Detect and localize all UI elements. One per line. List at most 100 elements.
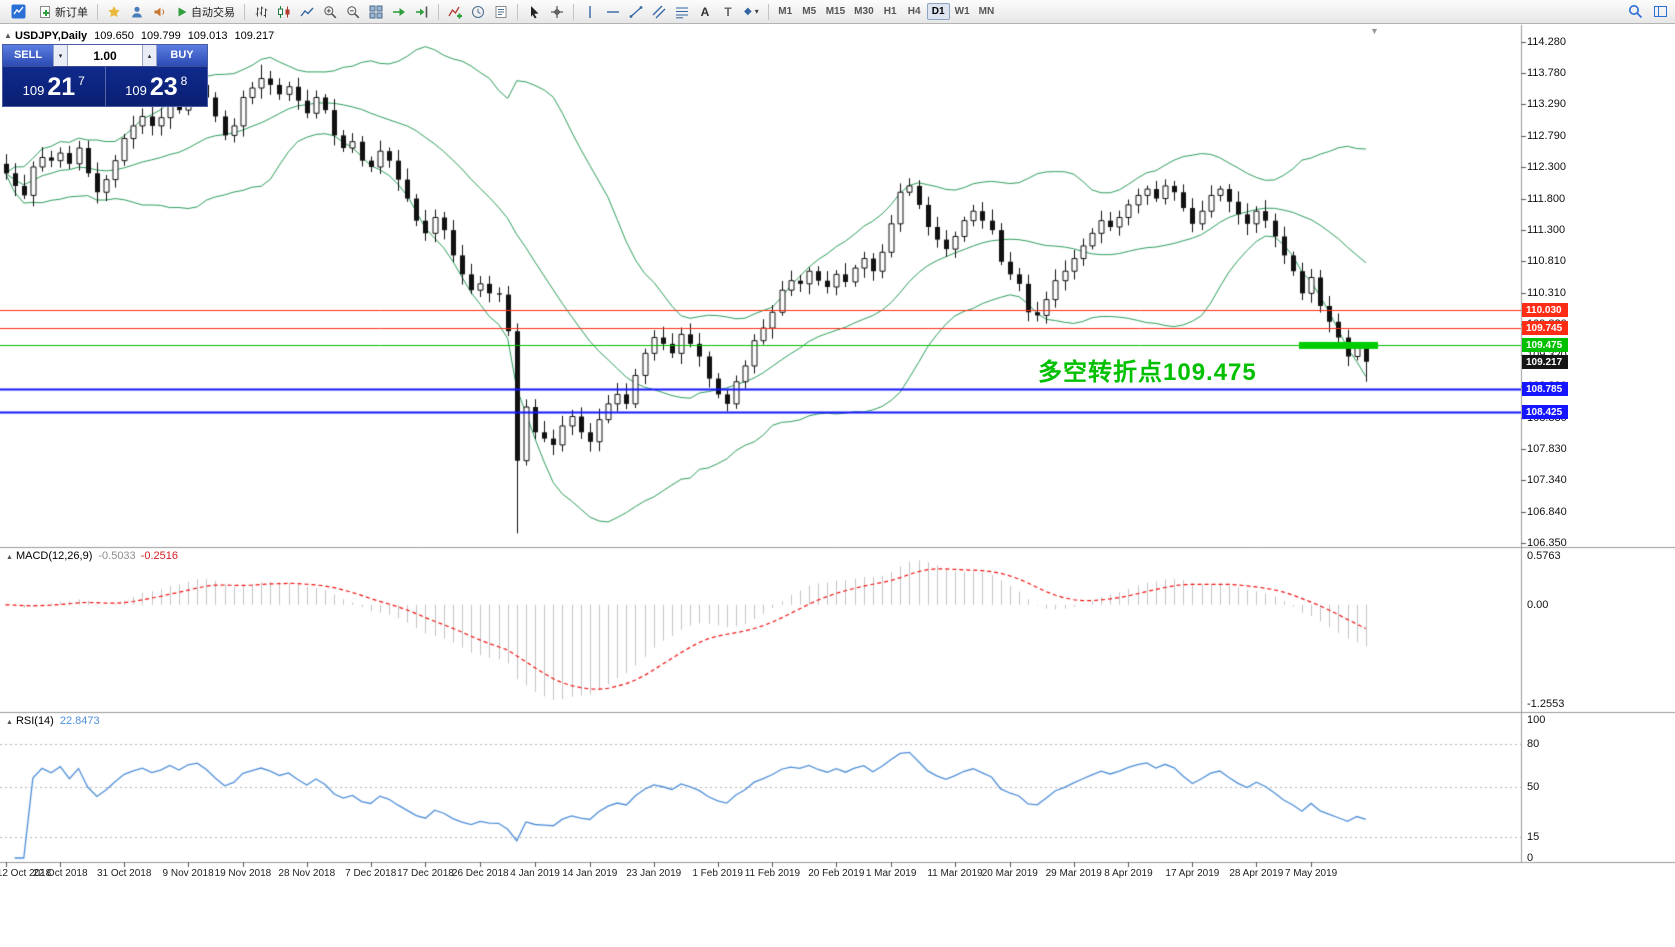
templates-button[interactable] [490,2,512,22]
one-click-price-row: 109 21 7 109 23 8 [3,67,207,106]
indicators-button[interactable] [444,2,466,22]
chart-shift-marker[interactable]: ▼ [1370,26,1379,36]
price-tick-label: 113.290 [1527,98,1566,111]
periods-button[interactable] [467,2,489,22]
crosshair-button[interactable] [546,2,568,22]
sell-price-base: 109 [22,82,45,98]
price-line-badge: 108.425 [1522,404,1568,419]
rsi-label: RSI(14) [15,715,54,727]
macd-value: -0.5033 [98,550,136,562]
crosshair-icon [551,5,563,18]
news-button[interactable] [149,2,171,22]
sell-price[interactable]: 109 21 7 [3,67,105,106]
sell-button[interactable]: SELL [3,45,53,66]
channel-button[interactable] [648,2,670,22]
auto-scroll-button[interactable] [388,2,410,22]
rsi-header: ▲ RSI(14) 22.8473 [6,715,100,727]
new-order-button[interactable]: 新订单 [34,2,92,22]
toolbar-separator [438,3,439,20]
macd-scale-label: 0.5763 [1527,550,1561,562]
price-tick-label: 113.780 [1527,67,1566,80]
zoom-out-icon [347,5,360,18]
label-tool-button[interactable]: T [717,2,739,22]
bar-chart-button[interactable] [250,2,272,22]
timeframe-h4[interactable]: H4 [903,3,926,20]
zoom-in-icon [324,5,337,18]
auto-scroll-icon [393,7,405,16]
chart-shift-icon [416,6,428,17]
candlestick-chart-button[interactable] [273,2,295,22]
date-label: 19 Nov 2018 [214,868,272,879]
timeframe-m5[interactable]: M5 [798,3,821,20]
timeframe-m1[interactable]: M1 [774,3,797,20]
toolbar-separator [517,3,518,20]
date-label: 31 Oct 2018 [96,868,152,879]
date-label: 11 Feb 2019 [744,868,801,879]
fibonacci-button[interactable] [671,2,693,22]
search-button[interactable] [1624,2,1647,22]
volume-input[interactable] [68,45,142,66]
timeframe-m15[interactable]: M15 [822,3,849,20]
buy-price-point: 8 [180,74,188,88]
buy-price[interactable]: 109 23 8 [104,67,208,106]
bar-chart-icon [255,6,268,17]
toolbar: 新订单 自动交易 A T ◆ ▾ M1 M5 M15 M30 H1 H4 D1 W… [0,0,1675,24]
timeframe-h1[interactable]: H1 [879,3,902,20]
rsi-scale-label: 15 [1527,830,1540,843]
panels-icon [1654,6,1667,17]
price-tick-label: 112.300 [1527,160,1566,173]
tile-windows-button[interactable] [365,2,387,22]
one-click-top-row: SELL ▾ ▴ BUY [3,45,207,67]
toolbar-separator [767,3,769,20]
profile-button[interactable] [126,2,148,22]
toolbar-separator [97,3,98,20]
autotrading-play-icon [178,7,187,16]
zoom-out-button[interactable] [342,2,364,22]
price-tick-label: 107.340 [1527,474,1567,487]
macd-header: ▲ MACD(12,26,9) -0.5033 -0.2516 [6,550,178,562]
horizontal-line-button[interactable] [602,2,624,22]
buy-price-pips: 23 [149,72,178,101]
timeframe-mn[interactable]: MN [975,3,999,20]
text-tool-button[interactable]: A [694,2,716,22]
date-label: 17 Dec 2018 [397,868,454,879]
text-tool-icon: A [700,4,710,19]
volume-decrease-button[interactable]: ▾ [53,45,68,66]
macd-scale-label: 0.00 [1527,598,1549,611]
shapes-button[interactable]: ◆ ▾ [740,2,763,22]
toolbar-separator [244,3,245,20]
date-label: 8 Apr 2019 [1104,868,1153,879]
favorites-button[interactable] [103,2,125,22]
cursor-button[interactable] [523,2,545,22]
app-logo-icon [3,1,33,23]
volume-increase-button[interactable]: ▴ [142,45,157,66]
macd-collapse-icon[interactable]: ▲ [6,554,13,561]
vertical-line-button[interactable] [579,2,601,22]
date-label: 29 Mar 2019 [1045,868,1102,879]
chart-shift-button[interactable] [411,2,433,22]
trendline-button[interactable] [625,2,647,22]
timeframe-d1[interactable]: D1 [926,3,950,20]
one-click-trading-panel: SELL ▾ ▴ BUY 109 21 7 109 23 8 [2,44,208,107]
price-tick-label: 106.350 [1527,536,1567,549]
toolbar-right-group [1624,2,1672,22]
macd-signal-value: -0.2516 [140,550,178,562]
line-chart-button[interactable] [296,2,318,22]
price-tick-label: 112.790 [1527,130,1566,143]
macd-scale-label: -1.2553 [1527,698,1565,710]
timeframe-w1[interactable]: W1 [951,3,974,20]
one-click-collapse-icon[interactable]: ▲ [4,31,12,40]
label-tool-icon: T [724,4,732,19]
panels-button[interactable] [1649,2,1672,22]
date-label: 17 Apr 2019 [1165,868,1220,879]
rsi-collapse-icon[interactable]: ▲ [6,719,13,726]
timeframe-m30[interactable]: M30 [850,3,877,20]
buy-button[interactable]: BUY [157,45,207,66]
date-label: 1 Mar 2019 [865,868,917,879]
zoom-in-button[interactable] [319,2,341,22]
autotrading-button[interactable]: 自动交易 [172,2,239,22]
price-tick-label: 110.810 [1527,255,1566,268]
date-label: 28 Nov 2018 [278,868,336,879]
